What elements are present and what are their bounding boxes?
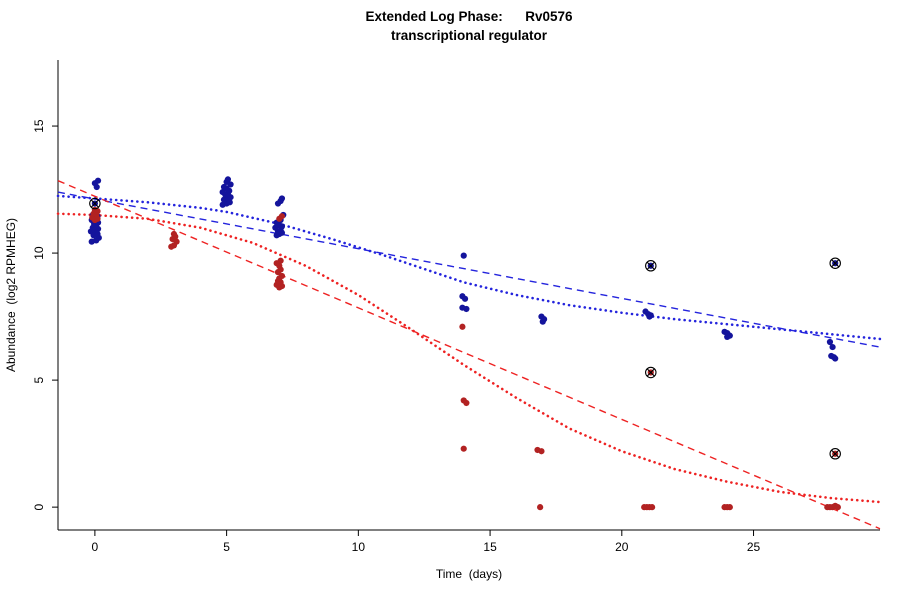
condition-blue-point (539, 318, 546, 325)
condition-blue-point (829, 343, 836, 351)
y-axis-label: Abundance (log2 RPMHEG) (4, 218, 18, 372)
data-points (87, 176, 841, 511)
flagged-points (89, 197, 841, 460)
condition-blue-point (461, 295, 469, 302)
condition-red-point (170, 230, 178, 238)
flagged-point-cross-icon (646, 261, 655, 270)
condition-red-point (278, 272, 286, 280)
y-tick-label: 15 (32, 119, 46, 133)
condition-red-point (463, 399, 470, 407)
condition-red-point (649, 504, 656, 511)
condition-blue-point (460, 252, 467, 259)
condition-blue-point (278, 195, 286, 202)
condition-blue-point (224, 176, 232, 183)
axes: 0 5 10 15 20 25 0 5 10 15 (32, 60, 880, 554)
condition-red-point (277, 257, 284, 264)
condition-blue-point (220, 183, 228, 191)
flagged-point-circle-icon (829, 448, 841, 460)
x-tick-label: 25 (747, 540, 761, 554)
chart-title: Extended Log Phase: Rv0576 (365, 9, 573, 24)
condition-red-point (834, 504, 841, 511)
condition-blue-point (463, 305, 470, 313)
y-tick-label: 10 (32, 246, 46, 260)
condition-blue-point (826, 338, 834, 346)
x-tick-label: 0 (92, 540, 99, 554)
condition-blue-point (94, 177, 102, 184)
x-tick-label: 10 (352, 540, 366, 554)
red-linear-fit-curve (57, 180, 881, 530)
flagged-point-circle-icon (829, 257, 841, 269)
flagged-point-cross-icon (831, 449, 840, 458)
condition-red-point (459, 323, 466, 330)
blue-sigmoid-fit-curve (56, 194, 882, 341)
condition-blue-point (832, 355, 839, 362)
x-tick-label: 20 (615, 540, 629, 554)
condition-blue-point (219, 189, 226, 196)
condition-red-point (460, 445, 467, 452)
x-tick-label: 5 (223, 540, 230, 554)
flagged-point-circle-icon (89, 197, 101, 210)
blue-linear-fit-curve (57, 191, 881, 348)
red-sigmoid-fit-curve (56, 212, 882, 504)
flagged-point-cross-icon (90, 199, 99, 208)
condition-red-point (538, 448, 545, 455)
x-axis-label: Time (days) (436, 567, 502, 581)
fit-curves (56, 180, 882, 530)
chart-subtitle: transcriptional regulator (391, 28, 548, 43)
y-tick-label: 5 (32, 376, 46, 383)
x-tick-label: 15 (483, 540, 497, 554)
flagged-point-cross-icon (831, 259, 840, 268)
condition-red-point (278, 213, 286, 220)
flagged-point-circle-icon (645, 260, 657, 272)
condition-red-point (537, 504, 544, 511)
condition-blue-point (724, 333, 731, 341)
flagged-point-circle-icon (645, 366, 657, 379)
condition-blue-point (646, 313, 653, 320)
flagged-point-cross-icon (646, 368, 655, 377)
y-tick-label: 0 (32, 503, 46, 510)
condition-red-point (726, 504, 733, 511)
